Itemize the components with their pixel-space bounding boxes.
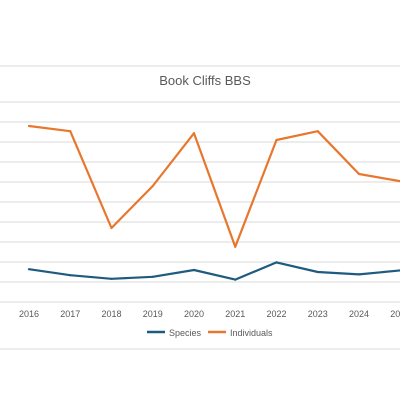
x-tick-label: 2022 <box>266 309 286 319</box>
data-point-individuals <box>275 138 278 142</box>
x-tick-label: 2020 <box>184 309 204 319</box>
data-point-species <box>316 270 319 274</box>
gridlines <box>0 101 400 303</box>
x-tick-label: 2019 <box>143 309 163 319</box>
data-point-species <box>151 275 154 278</box>
data-point-species <box>192 268 196 272</box>
data-point-species <box>275 261 278 264</box>
data-point-species <box>110 277 113 280</box>
series-line-species <box>28 261 400 281</box>
data-point-individuals <box>151 184 154 188</box>
data-point-species <box>27 268 31 271</box>
data-point-individuals <box>234 245 237 248</box>
chart-title: Book Cliffs BBS <box>159 73 251 88</box>
chart-frame <box>0 65 400 350</box>
x-tick-labels: 2016 2017 2018 2019 2020 2021 2022 2023 2024 2025 <box>19 309 400 319</box>
x-tick-label: 2024 <box>349 309 369 319</box>
x-tick-label: 2021 <box>225 309 245 319</box>
legend-species-label: Species <box>169 328 202 338</box>
legend: Species Individuals <box>147 328 273 338</box>
data-point-species <box>234 278 237 281</box>
data-point-individuals <box>316 130 319 133</box>
data-point-individuals <box>357 172 361 176</box>
data-point-individuals <box>110 226 113 230</box>
data-point-species <box>69 274 72 277</box>
legend-individuals-label: Individuals <box>230 328 273 338</box>
data-point-individuals <box>27 124 31 128</box>
x-tick-label: 2025 <box>390 309 400 319</box>
series-lines <box>27 124 400 281</box>
x-tick-label: 2017 <box>60 309 80 319</box>
x-tick-label: 2016 <box>19 309 39 319</box>
data-point-individuals <box>69 130 72 133</box>
series-line-individuals <box>28 124 400 248</box>
x-tick-label: 2018 <box>101 309 121 319</box>
x-tick-label: 2023 <box>308 309 328 319</box>
data-point-species <box>357 273 361 276</box>
data-point-individuals <box>192 132 196 135</box>
